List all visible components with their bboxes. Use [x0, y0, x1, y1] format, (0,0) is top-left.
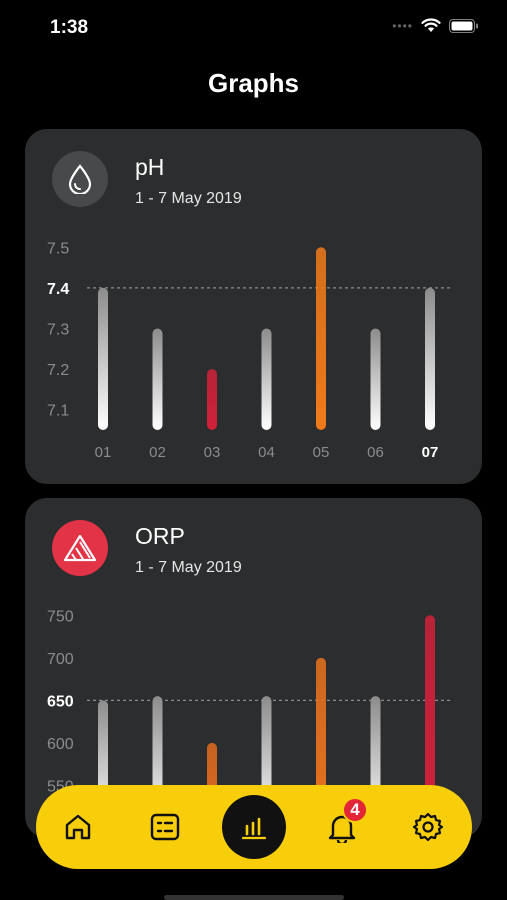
settings-icon[interactable] — [406, 805, 450, 849]
bottom-navigation: 4 — [36, 785, 472, 869]
status-icons: •••• — [392, 18, 479, 33]
ph-x-tick-label: 05 — [313, 444, 330, 461]
ph-bar[interactable] — [370, 328, 381, 431]
ph-y-tick-label: 7.5 — [47, 240, 69, 257]
ph-bar[interactable] — [152, 328, 163, 431]
status-bar: 1:38 •••• — [0, 0, 507, 56]
ph-bar[interactable] — [98, 287, 108, 430]
orp-y-tick-label: 750 — [47, 608, 74, 625]
wifi-icon — [421, 18, 441, 32]
ph-graph-card[interactable]: pH 1 - 7 May 2019 7.1 7.2 7.3 7.4 7.5 01 02 03 0… — [25, 129, 482, 484]
notifications-button[interactable]: 4 — [320, 797, 368, 849]
orp-card-date-range: 1 - 7 May 2019 — [135, 559, 242, 576]
ph-card-date-range: 1 - 7 May 2019 — [135, 190, 242, 207]
dashboard-icon[interactable] — [143, 805, 187, 849]
graphs-icon — [241, 817, 267, 840]
orp-y-tick-label: 600 — [47, 736, 74, 753]
home-icon[interactable] — [56, 805, 100, 849]
ph-bar[interactable] — [316, 247, 326, 430]
orp-bar[interactable] — [425, 615, 435, 828]
ph-y-tick-label: 7.1 — [47, 403, 69, 420]
ph-y-tick-label: 7.3 — [47, 322, 69, 339]
ph-x-tick-label: 01 — [95, 444, 112, 461]
ph-card-title: pH — [135, 154, 165, 180]
status-time: 1:38 — [50, 17, 89, 38]
orp-card-title: ORP — [135, 523, 185, 549]
signal-dots-icon: •••• — [392, 18, 413, 33]
ph-x-tick-label: 02 — [149, 444, 166, 461]
ph-bar[interactable] — [261, 328, 272, 431]
ph-bar[interactable] — [425, 287, 435, 430]
ph-x-tick-label: 07 — [422, 444, 439, 461]
drop-icon — [52, 151, 108, 207]
ph-bar-chart: 7.1 7.2 7.3 7.4 7.5 01 02 03 04 05 06 07 — [47, 240, 450, 461]
graphs-tab-button[interactable] — [222, 795, 286, 859]
home-indicator — [164, 895, 344, 900]
orp-y-tick-label: 650 — [47, 693, 74, 710]
battery-icon — [449, 18, 478, 33]
page-title: Graphs — [207, 68, 300, 98]
orp-graph-card[interactable]: ORP 1 - 7 May 2019 550 600 650 700 750 — [25, 498, 482, 838]
ph-y-tick-label: 7.4 — [47, 281, 69, 298]
ph-x-tick-label: 04 — [258, 444, 275, 461]
notification-badge: 4 — [342, 797, 368, 823]
ph-x-tick-label: 06 — [367, 444, 384, 461]
ph-x-tick-label: 03 — [204, 444, 221, 461]
ph-y-tick-label: 7.2 — [47, 362, 69, 379]
ph-bar[interactable] — [207, 369, 217, 430]
orp-triangle-icon — [52, 520, 108, 576]
orp-y-tick-label: 700 — [47, 651, 74, 668]
